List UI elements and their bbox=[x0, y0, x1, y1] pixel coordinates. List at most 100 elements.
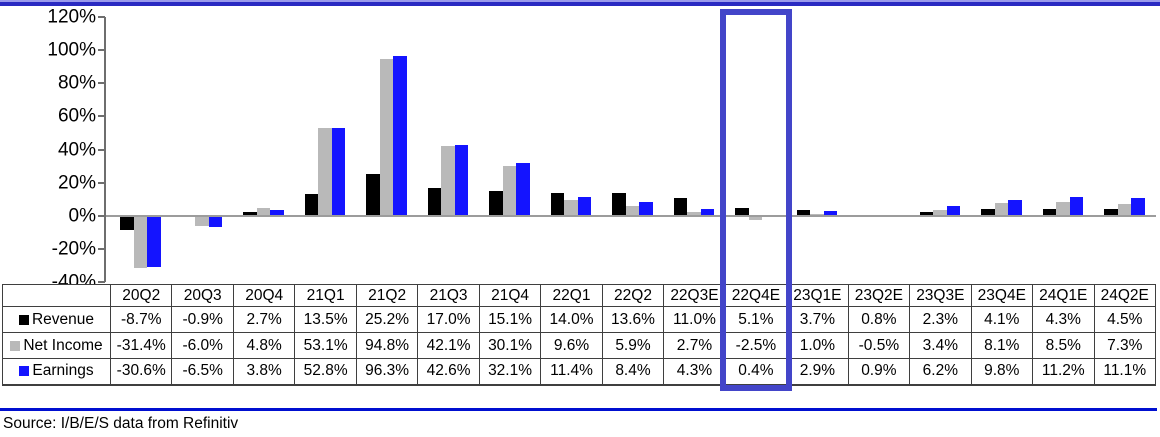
bar-earnings-21q2 bbox=[393, 56, 407, 216]
bar-net-income-20q3 bbox=[195, 216, 209, 226]
cell-earnings-20q3: -6.5% bbox=[171, 358, 234, 386]
bar-earnings-23q1e bbox=[823, 211, 838, 216]
y-axis-tick-label: 40% bbox=[57, 139, 96, 161]
legend-label-revenue: Revenue bbox=[31, 310, 95, 328]
bar-revenue-20q4 bbox=[243, 212, 257, 216]
col-header-21q1: 21Q1 bbox=[294, 284, 357, 307]
bar-net-income-20q2 bbox=[133, 216, 148, 268]
legend-cell-revenue: Revenue bbox=[2, 306, 111, 333]
bar-revenue-22q4e bbox=[735, 208, 749, 216]
cell-earnings-21q4: 32.1% bbox=[478, 358, 542, 386]
cell-revenue-20q4: 2.7% bbox=[232, 306, 296, 333]
highlight-box-22q4e bbox=[720, 9, 792, 391]
cell-earnings-22q1: 11.4% bbox=[540, 358, 603, 386]
bar-earnings-20q4 bbox=[270, 210, 284, 216]
bar-earnings-20q3 bbox=[208, 216, 223, 227]
col-header-22q2: 22Q2 bbox=[601, 284, 665, 307]
bar-net-income-22q1 bbox=[564, 200, 578, 216]
cell-earnings-24q2e: 11.1% bbox=[1093, 358, 1156, 386]
bar-net-income-22q4e bbox=[748, 216, 763, 220]
cell-earnings-21q1: 52.8% bbox=[294, 358, 357, 386]
bar-net-income-23q4e bbox=[994, 203, 1009, 216]
y-axis-tick bbox=[98, 115, 105, 118]
legend-label-earnings: Earnings bbox=[32, 362, 94, 380]
y-axis-tick-label: 100% bbox=[47, 39, 96, 61]
quarterly-data-table: 20Q2 20Q3 20Q4 21Q1 21Q2 21Q3 21Q4 22Q1 22Q2 22Q3… bbox=[2, 284, 1156, 386]
bar-net-income-21q2 bbox=[379, 59, 394, 216]
y-axis-tick-label: 0% bbox=[68, 205, 96, 227]
y-axis-tick-label: 60% bbox=[57, 105, 96, 127]
cell-revenue-22q4e: 5.1% bbox=[724, 306, 788, 333]
bar-revenue-23q1e bbox=[796, 210, 811, 216]
table-corner-cell bbox=[2, 284, 111, 307]
y-axis-tick bbox=[98, 82, 105, 85]
bar-revenue-20q2 bbox=[120, 216, 134, 230]
bar-earnings-21q3 bbox=[454, 145, 469, 216]
y-axis-tick bbox=[98, 49, 105, 51]
cell-revenue-24q1e: 4.3% bbox=[1032, 306, 1095, 333]
legend-cell-net-income: Net Income bbox=[2, 332, 111, 359]
cell-net-income-22q3e: 2.7% bbox=[663, 332, 726, 359]
col-header-23q1e: 23Q1E bbox=[786, 284, 849, 307]
col-header-21q2: 21Q2 bbox=[355, 284, 419, 307]
top-divider bbox=[0, 0, 1160, 6]
bar-earnings-24q2e bbox=[1131, 198, 1145, 216]
source-note: Source: I/B/E/S data from Refinitiv bbox=[3, 415, 239, 432]
y-axis-tick bbox=[98, 215, 105, 217]
col-header-20q4: 20Q4 bbox=[232, 284, 296, 307]
cell-earnings-21q2: 96.3% bbox=[355, 358, 419, 386]
cell-revenue-22q3e: 11.0% bbox=[663, 306, 726, 333]
cell-net-income-21q1: 53.1% bbox=[294, 332, 357, 359]
y-axis-tick bbox=[98, 281, 105, 284]
bar-net-income-24q1e bbox=[1056, 202, 1070, 216]
cell-revenue-24q2e: 4.5% bbox=[1093, 306, 1156, 333]
bar-revenue-24q2e bbox=[1104, 209, 1118, 216]
col-header-20q3: 20Q3 bbox=[171, 284, 234, 307]
zero-gridline bbox=[106, 215, 1156, 217]
cell-revenue-22q2: 13.6% bbox=[601, 306, 665, 333]
cell-earnings-23q4e: 9.8% bbox=[970, 358, 1034, 386]
col-header-24q2e: 24Q2E bbox=[1093, 284, 1156, 307]
col-header-20q2: 20Q2 bbox=[109, 284, 173, 307]
bar-earnings-21q1 bbox=[331, 128, 346, 216]
bar-revenue-23q3e bbox=[919, 212, 934, 216]
cell-revenue-23q1e: 3.7% bbox=[786, 306, 849, 333]
bar-revenue-21q3 bbox=[427, 188, 442, 216]
col-header-23q3e: 23Q3E bbox=[909, 284, 972, 307]
cell-earnings-20q4: 3.8% bbox=[232, 358, 296, 386]
cell-net-income-20q2: -31.4% bbox=[109, 332, 173, 359]
legend-swatch-earnings bbox=[19, 366, 30, 377]
bar-net-income-23q3e bbox=[933, 210, 947, 216]
cell-net-income-23q3e: 3.4% bbox=[909, 332, 972, 359]
bar-net-income-22q2 bbox=[625, 206, 640, 216]
y-axis-tick-label: 120% bbox=[47, 6, 96, 28]
bar-revenue-22q1 bbox=[550, 193, 565, 216]
col-header-24q1e: 24Q1E bbox=[1032, 284, 1095, 307]
bar-net-income-21q4 bbox=[502, 166, 517, 216]
cell-earnings-24q1e: 11.2% bbox=[1032, 358, 1095, 386]
bar-revenue-24q1e bbox=[1042, 209, 1057, 216]
bar-net-income-21q1 bbox=[318, 128, 332, 216]
cell-earnings-22q4e: 0.4% bbox=[724, 358, 788, 386]
bar-revenue-21q2 bbox=[366, 174, 380, 216]
bar-earnings-23q4e bbox=[1008, 200, 1022, 216]
col-header-22q3e: 22Q3E bbox=[663, 284, 726, 307]
col-header-21q4: 21Q4 bbox=[478, 284, 542, 307]
cell-net-income-21q2: 94.8% bbox=[355, 332, 419, 359]
cell-earnings-21q3: 42.6% bbox=[417, 358, 480, 386]
cell-net-income-23q4e: 8.1% bbox=[970, 332, 1034, 359]
bar-revenue-21q4 bbox=[489, 191, 503, 216]
bar-net-income-22q3e bbox=[687, 212, 701, 216]
cell-revenue-23q4e: 4.1% bbox=[970, 306, 1034, 333]
cell-earnings-22q2: 8.4% bbox=[601, 358, 665, 386]
bar-earnings-22q1 bbox=[577, 197, 592, 216]
cell-net-income-22q2: 5.9% bbox=[601, 332, 665, 359]
y-axis-line bbox=[104, 17, 106, 283]
cell-net-income-24q1e: 8.5% bbox=[1032, 332, 1095, 359]
bar-revenue-23q4e bbox=[981, 209, 995, 216]
bottom-divider bbox=[0, 408, 1157, 411]
cell-net-income-20q4: 4.8% bbox=[232, 332, 296, 359]
legend-swatch-net-income bbox=[10, 340, 21, 351]
y-axis-tick-label: 20% bbox=[57, 172, 96, 194]
